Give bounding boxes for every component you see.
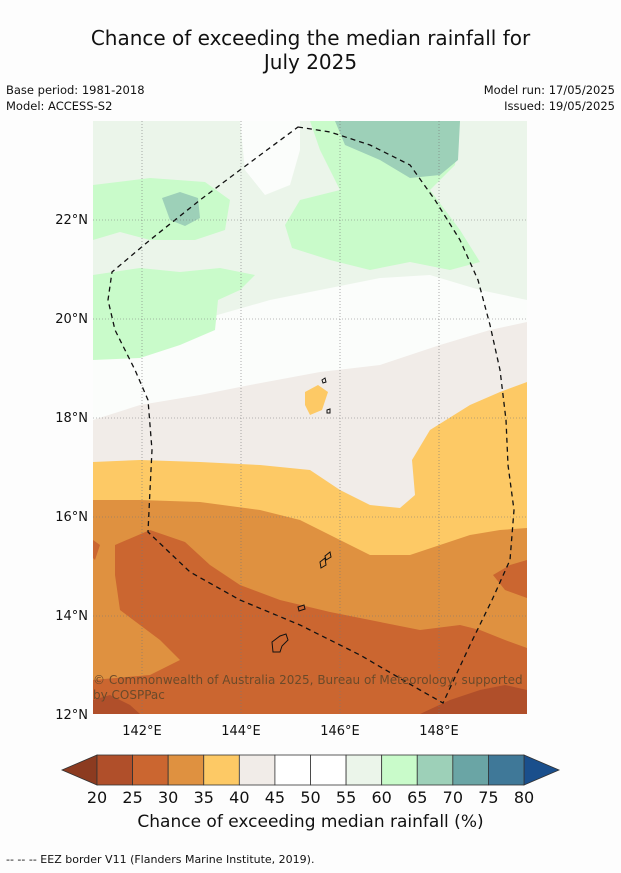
copyright-line-2: by COSPPac <box>93 688 165 702</box>
latitude-labels: 22°N 20°N 18°N 16°N 14°N 12°N <box>55 213 88 723</box>
colorbar-cell <box>452 754 489 786</box>
lat-label: 22°N <box>55 213 88 228</box>
colorbar-tick-label: 60 <box>371 788 391 807</box>
run-info: Model run: 17/05/2025 Issued: 19/05/2025 <box>484 82 615 114</box>
lat-label: 14°N <box>55 609 88 624</box>
colorbar-cell <box>238 754 276 786</box>
colorbar-over-arrow <box>523 754 561 786</box>
colorbar-cell <box>345 754 383 786</box>
colorbar-cell <box>167 754 205 786</box>
longitude-labels: 142°E 144°E 146°E 148°E <box>122 724 459 739</box>
colorbar-tick-label: 65 <box>407 788 427 807</box>
colorbar-cell <box>96 754 133 786</box>
lon-label: 146°E <box>320 724 360 739</box>
colorbar-cell <box>488 754 525 786</box>
colorbar-cell <box>274 754 311 786</box>
colorbar-tick-label: 45 <box>265 788 285 807</box>
issued-date: Issued: 19/05/2025 <box>504 99 615 113</box>
colorbar-tick-label: 40 <box>229 788 249 807</box>
colorbar-tick-label: 25 <box>122 788 142 807</box>
lat-label: 16°N <box>55 510 88 525</box>
colorbar-cell <box>381 754 418 786</box>
lon-label: 148°E <box>419 724 459 739</box>
colorbar-cell <box>416 754 454 786</box>
eez-legend-note: -- -- -- EEZ border V11 (Flanders Marine… <box>6 853 315 866</box>
base-period: Base period: 1981-2018 <box>6 83 145 97</box>
colorbar-tick-label: 80 <box>514 788 534 807</box>
model-info: Base period: 1981-2018 Model: ACCESS-S2 <box>6 82 145 114</box>
colorbar-tick-label: 30 <box>158 788 178 807</box>
colorbar-tick-label: 35 <box>194 788 214 807</box>
colorbar-tick-label: 20 <box>87 788 107 807</box>
graticule <box>93 121 527 714</box>
colorbar-title: Chance of exceeding median rainfall (%) <box>137 812 484 832</box>
lon-label: 144°E <box>221 724 261 739</box>
lat-label: 18°N <box>55 411 88 426</box>
colorbar-cell <box>310 754 347 786</box>
copyright-line-1: © Commonwealth of Australia 2025, Bureau… <box>93 673 523 687</box>
colorbar-tick-label: 70 <box>443 788 463 807</box>
colorbar-under-arrow <box>60 754 98 786</box>
model-run: Model run: 17/05/2025 <box>483 83 615 97</box>
colorbar-cell <box>132 754 169 786</box>
map-title: Chance of exceeding the median rainfall … <box>0 26 621 74</box>
eez-border <box>107 126 515 704</box>
model-name: Model: ACCESS-S2 <box>6 99 113 113</box>
lat-label: 20°N <box>55 312 88 327</box>
colorbar-tick-label: 50 <box>300 788 320 807</box>
lon-label: 142°E <box>122 724 162 739</box>
lat-label: 12°N <box>55 708 88 723</box>
colorbar-tick-label: 55 <box>336 788 356 807</box>
colorbar-tick-label: 75 <box>478 788 498 807</box>
colorbar: 20 25 30 35 40 45 50 55 60 65 70 75 80 <box>60 754 561 807</box>
colorbar-cell <box>203 754 240 786</box>
title-line-2: July 2025 <box>263 50 358 74</box>
rainfall-probability-field: © Commonwealth of Australia 2025, Bureau… <box>93 121 527 714</box>
title-line-1: Chance of exceeding the median rainfall … <box>90 26 531 50</box>
